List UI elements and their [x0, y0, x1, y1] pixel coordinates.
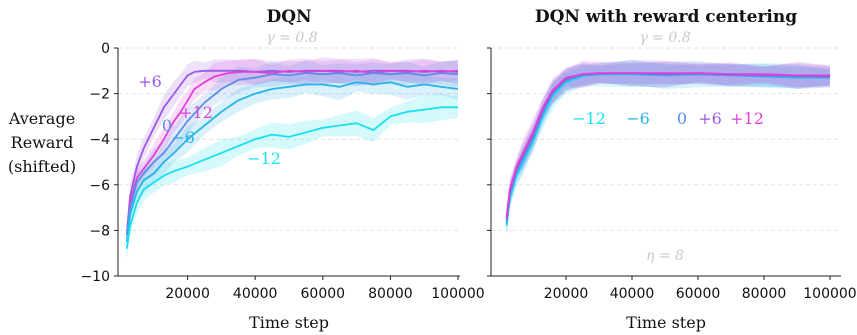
- series-band: [126, 69, 458, 255]
- annotation-text: γ = 0.8: [266, 30, 317, 46]
- x-tick-label: 100000: [431, 286, 484, 302]
- series-line: [125, 106, 458, 249]
- y-tick-label: −10: [80, 269, 110, 285]
- x-tick-label: 20000: [544, 286, 589, 302]
- series-label: +12: [179, 103, 213, 122]
- series-label: +6: [138, 72, 162, 91]
- series-band: [126, 94, 458, 262]
- panel-dqn: DQN γ = 0.8 0 −2 −4 −6 −8 −10 20000 40000 60000 800…: [8, 7, 485, 332]
- x-tick-label: 20000: [165, 286, 210, 302]
- series-label: −6: [626, 109, 650, 128]
- x-tick-label: 60000: [676, 286, 721, 302]
- y-tick-label: −6: [89, 178, 110, 194]
- series-label: −12: [572, 109, 606, 128]
- y-axis-label: (shifted): [8, 157, 76, 176]
- y-axis-label: Reward: [11, 133, 74, 152]
- series-line: [125, 69, 459, 236]
- y-tick-label: −2: [89, 87, 110, 103]
- series-label: −12: [247, 149, 281, 168]
- series-label: 0: [677, 109, 687, 128]
- x-tick-label: 60000: [301, 286, 346, 302]
- x-axis-label: Time step: [626, 313, 706, 332]
- x-axis-label: Time step: [249, 313, 329, 332]
- x-tick-label: 80000: [742, 286, 787, 302]
- annotation-text: η = 8: [646, 248, 684, 264]
- chart-title: DQN with reward centering: [535, 7, 797, 27]
- panel-dqn-reward-centering: DQN with reward centering γ = 0.8 η = 8 200…: [487, 7, 857, 332]
- series-label: +6: [698, 109, 722, 128]
- x-tick-label: 100000: [803, 286, 856, 302]
- y-tick-label: −4: [89, 132, 110, 148]
- x-tick-label: 80000: [368, 286, 413, 302]
- y-tick-label: 0: [101, 41, 110, 57]
- series-label: +12: [730, 109, 764, 128]
- x-tick-label: 40000: [610, 286, 655, 302]
- y-tick-label: −8: [89, 223, 110, 239]
- y-axis-label: Average: [8, 109, 75, 128]
- series-line: [125, 72, 459, 236]
- series-band: [126, 58, 458, 246]
- series-line: [505, 72, 830, 217]
- series-band: [126, 59, 458, 248]
- series-label: 0: [162, 116, 172, 135]
- annotation-text: γ = 0.8: [639, 30, 690, 46]
- chart-title: DQN: [266, 7, 311, 27]
- series-band: [506, 61, 830, 238]
- x-tick-label: 40000: [233, 286, 278, 302]
- series-label: −6: [171, 128, 195, 147]
- series-line: [125, 81, 459, 242]
